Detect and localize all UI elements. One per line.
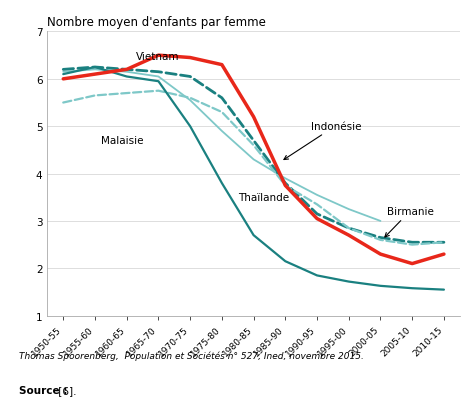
Text: Birmanie: Birmanie — [385, 206, 434, 237]
Text: Vietnam: Vietnam — [136, 52, 180, 62]
Text: Nombre moyen d'enfants par femme: Nombre moyen d'enfants par femme — [47, 15, 266, 28]
Text: [6].: [6]. — [55, 385, 76, 395]
Text: Source :: Source : — [19, 385, 67, 395]
Text: Thomas Spoorenberg,  Population et Sociétés n° 527, Ined, novembre 2015.: Thomas Spoorenberg, Population et Sociét… — [19, 351, 364, 360]
Text: Malaisie: Malaisie — [101, 135, 144, 145]
Text: Indonésie: Indonésie — [284, 121, 361, 160]
Text: Thaïlande: Thaïlande — [238, 192, 289, 202]
